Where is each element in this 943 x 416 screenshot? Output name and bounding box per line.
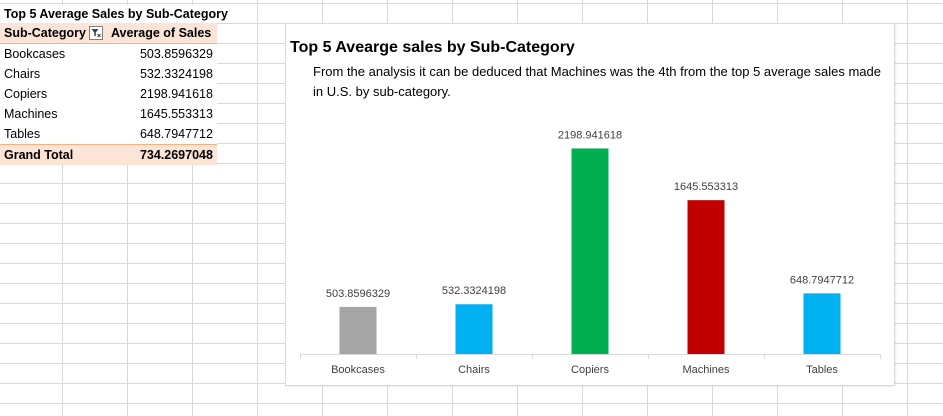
bar-chairs[interactable] [455, 304, 493, 354]
row-value[interactable]: 532.3324198 [139, 67, 213, 81]
chart-subtitle[interactable]: From the analysis it can be deduced that… [313, 64, 881, 99]
row-label[interactable]: Bookcases [4, 47, 66, 61]
grand-total-value[interactable]: 734.2697048 [106, 144, 217, 165]
bar-tables[interactable] [803, 293, 841, 354]
pivot-header-row: Sub-Category Average of Sales [0, 23, 217, 44]
chart-plot[interactable]: 503.8596329 Bookcases 532.3324198 Chairs 219… [286, 24, 894, 385]
table-row[interactable]: Bookcases 503.8596329 [0, 44, 217, 65]
bar-machines[interactable] [687, 200, 725, 354]
data-label[interactable]: 648.7947712 [790, 274, 854, 286]
x-tick-label: Machines [682, 364, 730, 376]
bar-copiers[interactable] [571, 148, 609, 354]
filter-icon[interactable] [88, 25, 103, 40]
table-row[interactable]: Copiers 2198.941618 [0, 84, 217, 104]
x-tick-label: Copiers [571, 364, 609, 376]
data-label[interactable]: 2198.941618 [558, 129, 622, 141]
header-sub-category[interactable]: Sub-Category [0, 23, 107, 44]
row-value[interactable]: 1645.553313 [139, 107, 213, 121]
row-label[interactable]: Copiers [4, 87, 48, 101]
x-tick-label: Tables [806, 364, 838, 376]
row-value[interactable]: 503.8596329 [139, 47, 213, 61]
pivot-table: Sub-Category Average of Sales Bookcases 5… [0, 23, 217, 165]
data-label[interactable]: 503.8596329 [326, 288, 390, 300]
chart-area[interactable]: Top 5 Avearge sales by Sub-Category From… [285, 23, 895, 386]
table-row[interactable]: Chairs 532.3324198 [0, 64, 217, 84]
chart-title[interactable]: Top 5 Avearge sales by Sub-Category [290, 39, 575, 56]
table-row[interactable]: Tables 648.7947712 [0, 124, 217, 145]
x-tick-label: Bookcases [331, 364, 385, 376]
x-tick-label: Chairs [458, 364, 490, 376]
header-sub-category-label: Sub-Category [4, 26, 86, 40]
header-average-of-sales[interactable]: Average of Sales [106, 23, 217, 44]
sheet-title: Top 5 Average Sales by Sub-Category [4, 5, 232, 23]
row-label[interactable]: Tables [4, 127, 41, 141]
table-row[interactable]: Machines 1645.553313 [0, 104, 217, 124]
grand-total-row[interactable]: Grand Total 734.2697048 [0, 144, 217, 165]
data-label[interactable]: 532.3324198 [442, 285, 506, 297]
row-value[interactable]: 648.7947712 [139, 127, 213, 141]
grand-total-label[interactable]: Grand Total [0, 144, 107, 165]
row-label[interactable]: Chairs [4, 67, 41, 81]
row-label[interactable]: Machines [4, 107, 58, 121]
data-label[interactable]: 1645.553313 [674, 181, 738, 193]
bar-bookcases[interactable] [339, 306, 377, 354]
row-value[interactable]: 2198.941618 [139, 87, 213, 101]
